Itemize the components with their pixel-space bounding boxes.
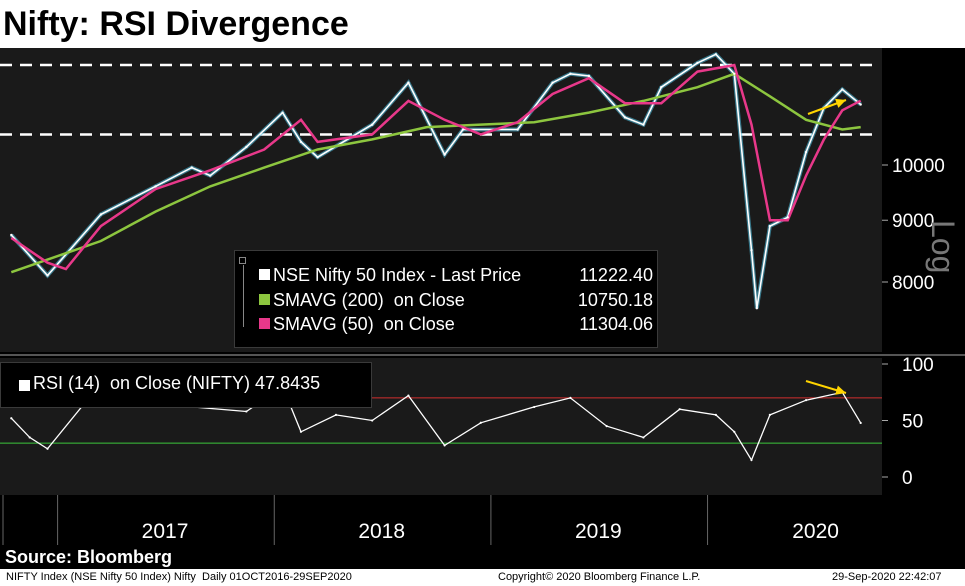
footer-bar: NIFTY Index (NSE Nifty 50 Index) Nifty D… [0,569,965,586]
price-annotation-arrow-head [835,98,846,108]
price-point [316,155,319,159]
price-point [786,216,789,219]
rsi-point [804,399,808,402]
price-point [750,249,753,252]
price-point [10,233,13,237]
price-legend: NSE Nifty 50 Index - Last Price 11222.40… [234,250,658,348]
price-point [46,274,49,277]
price-point [623,116,627,119]
legend-label-sma200: SMAVG (200) on Close [273,290,465,310]
price-point [755,306,759,310]
footer-ticker-line: NIFTY Index (NSE Nifty 50 Index) Nifty D… [6,571,352,583]
sma50-line [10,63,862,271]
rsi-point [605,425,608,428]
rsi-point [678,408,681,411]
x-tick-label-2020: 2020 [792,520,839,543]
legend-swatch-sma200 [259,294,270,305]
rsi-point [479,421,482,424]
source-label: Source: Bloomberg [0,545,965,569]
legend-value-sma50: 11304.06 [579,314,653,334]
rsi-point [443,444,446,447]
price-point [804,150,808,154]
footer-copyright: Copyright© 2020 Bloomberg Finance L.P. [498,571,701,583]
rsi-tick-label-50: 50 [902,412,923,433]
rsi-tick-label-0: 0 [902,468,913,489]
price-point [551,81,554,84]
price-point [461,128,465,131]
x-tick-label-2018: 2018 [358,520,405,543]
rsi-tick-label-100: 100 [902,355,934,376]
price-point [190,166,193,169]
x-tick-label-2017: 2017 [142,520,189,543]
price-point [768,224,772,228]
price-point [660,85,663,89]
rsi-point [10,417,13,420]
legend-tree-line [243,265,244,327]
price-point [245,145,248,149]
price-point [569,72,572,75]
rsi-annotation-arrow-head [835,385,846,395]
price-point [733,72,736,75]
legend-row-price: NSE Nifty 50 Index - Last Price 11222.40 [243,263,653,287]
rsi-point [334,413,338,416]
rsi-point [733,430,736,433]
log-scale-label: Log [925,220,961,273]
rsi-point [407,394,410,397]
price-point [642,123,645,126]
rsi-point [28,436,31,439]
price-point [859,103,862,106]
price-point [370,123,374,126]
legend-collapse-icon[interactable] [239,257,246,264]
price-point [281,111,284,114]
y-tick-label-10000: 10000 [892,156,945,177]
x-tick-label-2019: 2019 [575,520,622,543]
price-point [299,140,303,144]
price-point [443,153,446,156]
rsi-legend: RSI (14) on Close (NIFTY) 47.8435 [0,362,372,408]
rsi-point [859,421,862,425]
price-point [99,213,103,216]
sma200-line [10,72,861,274]
price-point [696,61,699,65]
price-point [587,74,591,78]
rsi-point [533,405,536,409]
legend-row-sma50: SMAVG (50) on Close 11304.06 [243,312,653,336]
price-point [841,88,844,91]
rsi-point [245,410,248,413]
rsi-point [750,458,753,462]
rsi-point [371,419,374,422]
legend-row-sma200: SMAVG (200) on Close 10750.18 [243,288,653,312]
legend-value-sma200: 10750.18 [577,290,653,310]
footer-timestamp: 29-Sep-2020 22:42:07 [832,571,942,583]
rsi-legend-swatch [19,380,30,391]
page-title: Nifty: RSI Divergence [0,0,965,48]
rsi-point [46,447,49,450]
y-tick-label-9000: 9000 [892,211,934,232]
price-point [407,81,410,84]
legend-label-sma50: SMAVG (50) on Close [273,314,455,334]
legend-swatch-sma50 [259,318,270,329]
rsi-point [642,436,645,439]
rsi-point [569,396,572,399]
y-tick-label-8000: 8000 [892,273,934,294]
price-point [714,53,718,56]
rsi-point [714,413,717,416]
price-line [10,53,862,309]
legend-swatch-price [259,269,270,280]
legend-label-price: NSE Nifty 50 Index - Last Price [273,265,522,285]
price-point [154,185,157,188]
price-point [516,128,519,131]
rsi-point [768,413,771,416]
price-point [208,174,212,177]
rsi-point [299,430,303,433]
legend-value-price: 11222.40 [579,265,653,285]
rsi-legend-label: RSI (14) on Close (NIFTY) 47.8435 [33,373,321,393]
